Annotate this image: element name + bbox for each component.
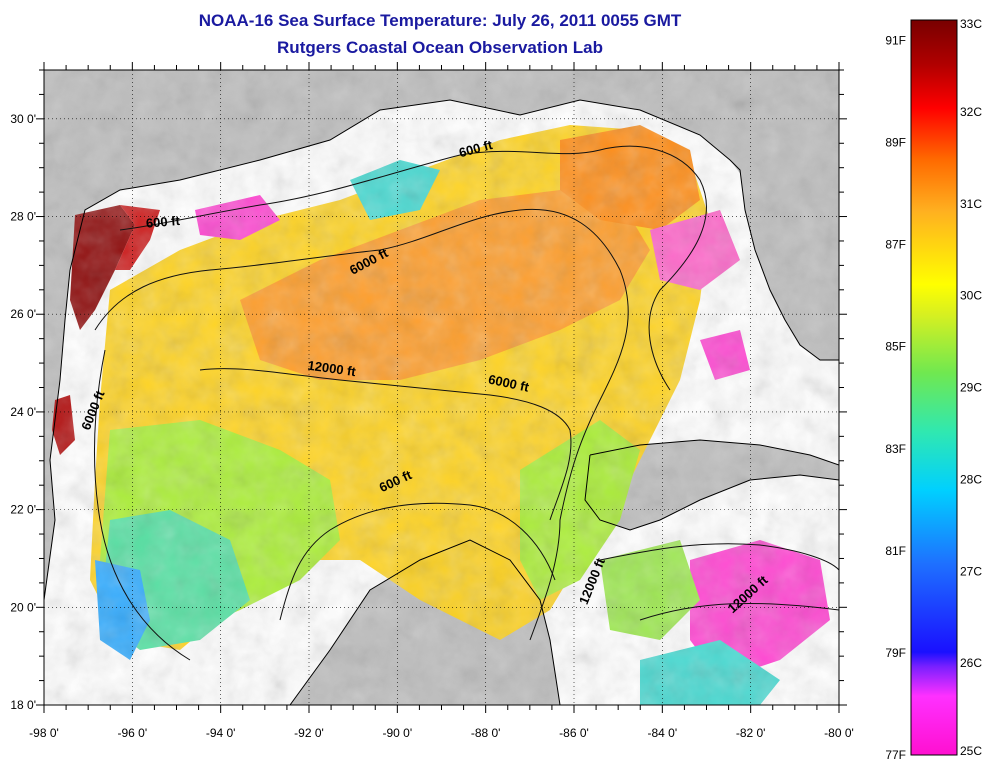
longitude-label: -94 0' <box>206 726 236 740</box>
latitude-label: 22 0' <box>10 503 36 517</box>
colorbar-fahrenheit-labels: 91F 89F 87F 85F 83F 81F 79F 77F <box>885 33 906 762</box>
celsius-label: 32C <box>960 105 982 119</box>
longitude-label: -98 0' <box>29 726 59 740</box>
celsius-label: 27C <box>960 564 982 578</box>
fahrenheit-label: 81F <box>885 544 906 558</box>
latitude-label: 24 0' <box>10 405 36 419</box>
longitude-label: -86 0' <box>559 726 589 740</box>
contour-label: 600 ft <box>145 213 181 231</box>
graticule <box>44 70 839 705</box>
latitude-labels: 30 0' 28 0' 26 0' 24 0' 22 0' 20 0' 18 0' <box>10 112 36 712</box>
longitude-label: -82 0' <box>736 726 766 740</box>
fahrenheit-label: 87F <box>885 238 906 252</box>
contour-600ft-yucatan <box>279 502 556 621</box>
latitude-label: 28 0' <box>10 210 36 224</box>
celsius-label: 29C <box>960 381 982 395</box>
bathymetry-contours <box>94 145 839 661</box>
contour-label: 12000 ft <box>307 358 358 380</box>
contour-cuba2 <box>639 602 839 621</box>
colorbar <box>910 19 958 756</box>
fahrenheit-label: 89F <box>885 136 906 150</box>
longitude-labels: -98 0' -96 0' -94 0' -92 0' -90 0' -88 0' -86 … <box>29 726 854 740</box>
celsius-label: 25C <box>960 744 982 758</box>
fahrenheit-label: 79F <box>885 646 906 660</box>
contour-west-shelf <box>94 349 191 661</box>
latitude-label: 30 0' <box>10 112 36 126</box>
contour-6000ft <box>94 208 629 641</box>
fahrenheit-label: 91F <box>885 33 906 47</box>
fahrenheit-label: 83F <box>885 442 906 456</box>
celsius-label: 30C <box>960 289 982 303</box>
map-title: NOAA-16 Sea Surface Temperature: July 26… <box>198 11 682 30</box>
longitude-label: -88 0' <box>471 726 501 740</box>
axis-ticks <box>36 62 847 713</box>
coastline <box>44 99 839 705</box>
longitude-label: -90 0' <box>383 726 413 740</box>
colorbar-celsius-labels: 33C 32C 31C 30C 29C 28C 27C 26C 25C <box>960 17 982 758</box>
contour-600ft <box>119 145 707 391</box>
contour-12000ft <box>199 368 572 521</box>
celsius-label: 26C <box>960 656 982 670</box>
fahrenheit-label: 77F <box>885 748 906 762</box>
longitude-label: -92 0' <box>294 726 324 740</box>
latitude-label: 26 0' <box>10 307 36 321</box>
celsius-label: 31C <box>960 197 982 211</box>
latitude-label: 18 0' <box>10 698 36 712</box>
contour-cuba <box>599 543 839 571</box>
latitude-label: 20 0' <box>10 600 36 614</box>
longitude-label: -84 0' <box>648 726 678 740</box>
celsius-label: 33C <box>960 17 982 31</box>
fahrenheit-label: 85F <box>885 340 906 354</box>
longitude-label: -96 0' <box>118 726 148 740</box>
sst-field <box>44 70 839 705</box>
longitude-label: -80 0' <box>824 726 854 740</box>
map-subtitle: Rutgers Coastal Ocean Observation Lab <box>277 38 603 57</box>
celsius-label: 28C <box>960 472 982 486</box>
